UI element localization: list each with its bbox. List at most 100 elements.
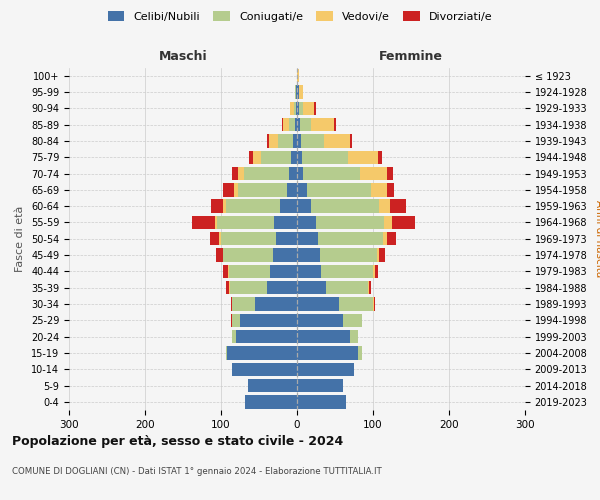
Bar — [385, 216, 392, 229]
Bar — [323, 134, 350, 147]
Bar — [297, 362, 354, 376]
Bar — [295, 86, 296, 98]
Bar — [229, 264, 271, 278]
Bar — [297, 232, 318, 245]
Bar — [311, 118, 334, 132]
Bar — [217, 216, 274, 229]
Bar — [301, 134, 323, 147]
Bar — [379, 248, 385, 262]
Bar — [297, 298, 339, 310]
Bar — [244, 167, 289, 180]
Bar — [316, 216, 385, 229]
Bar — [350, 134, 352, 147]
Bar — [291, 150, 297, 164]
Bar — [299, 86, 303, 98]
Bar — [280, 200, 297, 213]
Bar — [192, 216, 215, 229]
Bar — [232, 330, 236, 344]
Bar — [297, 167, 303, 180]
Bar — [297, 200, 311, 213]
Bar — [253, 150, 260, 164]
Bar — [297, 86, 299, 98]
Bar — [322, 264, 373, 278]
Bar — [343, 314, 362, 327]
Bar — [297, 330, 350, 344]
Bar — [266, 281, 297, 294]
Bar — [391, 200, 406, 213]
Bar — [295, 118, 297, 132]
Bar — [383, 232, 386, 245]
Bar — [289, 118, 295, 132]
Bar — [297, 216, 316, 229]
Bar — [231, 298, 232, 310]
Bar — [311, 200, 379, 213]
Bar — [294, 102, 296, 115]
Bar — [223, 200, 226, 213]
Text: Femmine: Femmine — [379, 50, 443, 62]
Bar — [274, 216, 297, 229]
Bar — [371, 183, 386, 196]
Bar — [290, 102, 294, 115]
Bar — [297, 102, 299, 115]
Bar — [272, 248, 297, 262]
Bar — [386, 232, 396, 245]
Bar — [348, 150, 379, 164]
Bar — [302, 150, 348, 164]
Bar — [377, 248, 379, 262]
Bar — [373, 298, 374, 310]
Bar — [303, 102, 314, 115]
Bar — [238, 167, 244, 180]
Bar — [221, 232, 276, 245]
Bar — [245, 395, 297, 408]
Bar — [226, 346, 227, 360]
Bar — [369, 281, 371, 294]
Bar — [297, 118, 300, 132]
Bar — [297, 248, 320, 262]
Bar — [297, 379, 343, 392]
Bar — [297, 69, 299, 82]
Bar — [297, 134, 301, 147]
Bar — [269, 134, 278, 147]
Text: Maschi: Maschi — [158, 50, 208, 62]
Bar — [373, 264, 374, 278]
Bar — [297, 314, 343, 327]
Bar — [358, 346, 362, 360]
Bar — [297, 183, 307, 196]
Bar — [296, 102, 297, 115]
Bar — [260, 150, 291, 164]
Bar — [297, 281, 326, 294]
Bar — [236, 330, 297, 344]
Bar — [307, 183, 371, 196]
Bar — [334, 118, 336, 132]
Bar — [326, 281, 368, 294]
Bar — [230, 281, 266, 294]
Bar — [379, 200, 391, 213]
Bar — [238, 183, 287, 196]
Bar — [232, 298, 255, 310]
Bar — [223, 183, 234, 196]
Bar — [217, 248, 223, 262]
Bar — [276, 232, 297, 245]
Bar — [386, 167, 393, 180]
Text: Popolazione per età, sesso e stato civile - 2024: Popolazione per età, sesso e stato civil… — [12, 435, 343, 448]
Bar — [318, 232, 383, 245]
Bar — [226, 200, 280, 213]
Bar — [303, 167, 360, 180]
Bar — [229, 281, 230, 294]
Bar — [271, 264, 297, 278]
Y-axis label: Fasce di età: Fasce di età — [16, 206, 25, 272]
Bar — [232, 362, 297, 376]
Bar — [386, 183, 394, 196]
Legend: Celibi/Nubili, Coniugati/e, Vedovi/e, Divorziati/e: Celibi/Nubili, Coniugati/e, Vedovi/e, Di… — [104, 8, 496, 25]
Bar — [287, 183, 297, 196]
Bar — [268, 134, 269, 147]
Bar — [299, 102, 303, 115]
Bar — [297, 150, 302, 164]
Bar — [278, 134, 293, 147]
Bar — [248, 379, 297, 392]
Text: COMUNE DI DOGLIANI (CN) - Dati ISTAT 1° gennaio 2024 - Elaborazione TUTTITALIA.I: COMUNE DI DOGLIANI (CN) - Dati ISTAT 1° … — [12, 468, 382, 476]
Bar — [231, 314, 232, 327]
Bar — [360, 167, 386, 180]
Bar — [228, 264, 229, 278]
Y-axis label: Anni di nascita: Anni di nascita — [594, 200, 600, 278]
